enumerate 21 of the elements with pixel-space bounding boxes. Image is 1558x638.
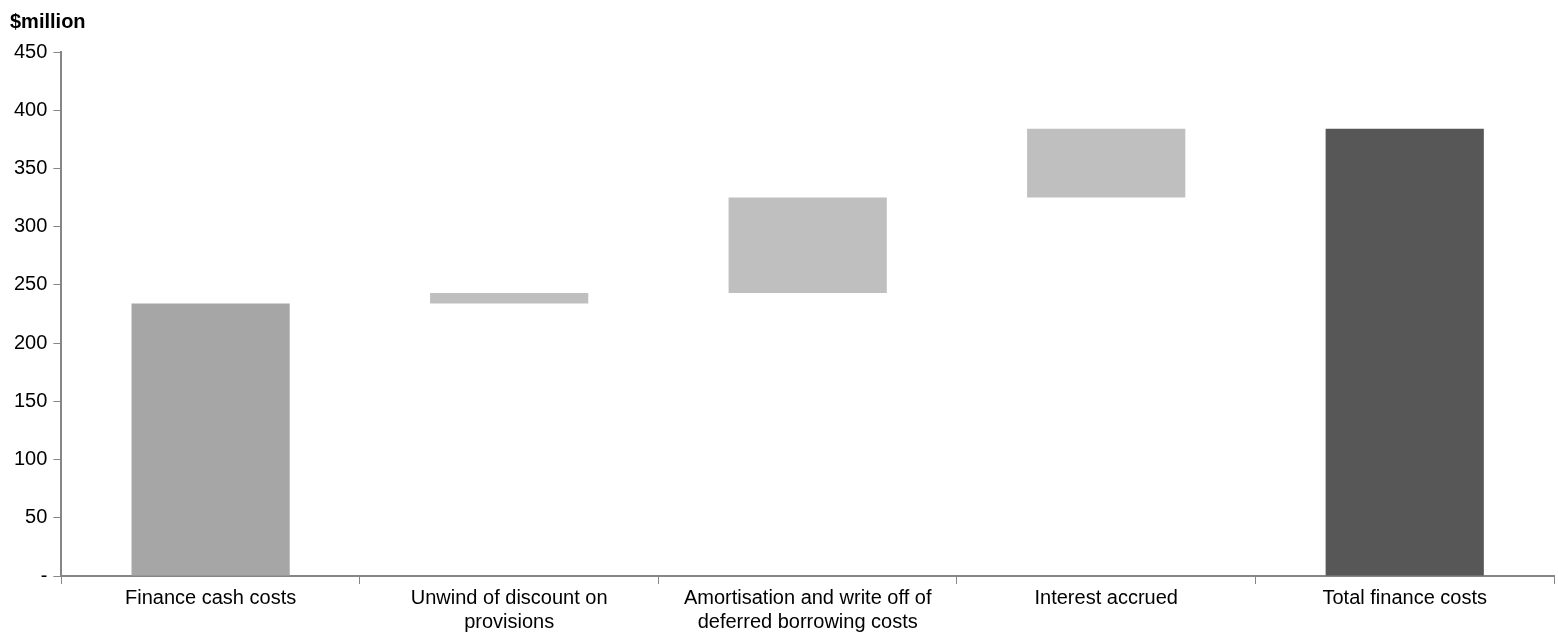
y-tick-label: 50	[25, 505, 48, 528]
bar	[728, 197, 887, 294]
bar	[131, 303, 290, 576]
y-tick-label: 250	[13, 272, 48, 295]
x-tick-label: Amortisation and write off of deferred borrowing costs	[683, 585, 932, 632]
x-tick-label: Unwind of discount on provisions	[410, 585, 608, 632]
x-tick-label: Total finance costs	[1322, 585, 1487, 608]
y-tick-label: -	[40, 563, 48, 586]
bar	[1325, 128, 1484, 576]
x-tick-label: Finance cash costs	[125, 585, 297, 608]
y-tick-label: 350	[13, 155, 48, 178]
y-tick-label: 200	[13, 330, 48, 353]
y-tick-label: 300	[13, 214, 48, 237]
bar	[1027, 128, 1186, 198]
y-tick-label: 400	[13, 97, 48, 120]
bar	[430, 293, 589, 304]
x-tick-label: Interest accrued	[1034, 585, 1178, 608]
y-tick-label: 150	[13, 388, 48, 411]
y-tick-label: 450	[13, 39, 48, 62]
y-tick-label: 100	[13, 447, 48, 470]
y-axis-title: $million	[10, 9, 86, 32]
